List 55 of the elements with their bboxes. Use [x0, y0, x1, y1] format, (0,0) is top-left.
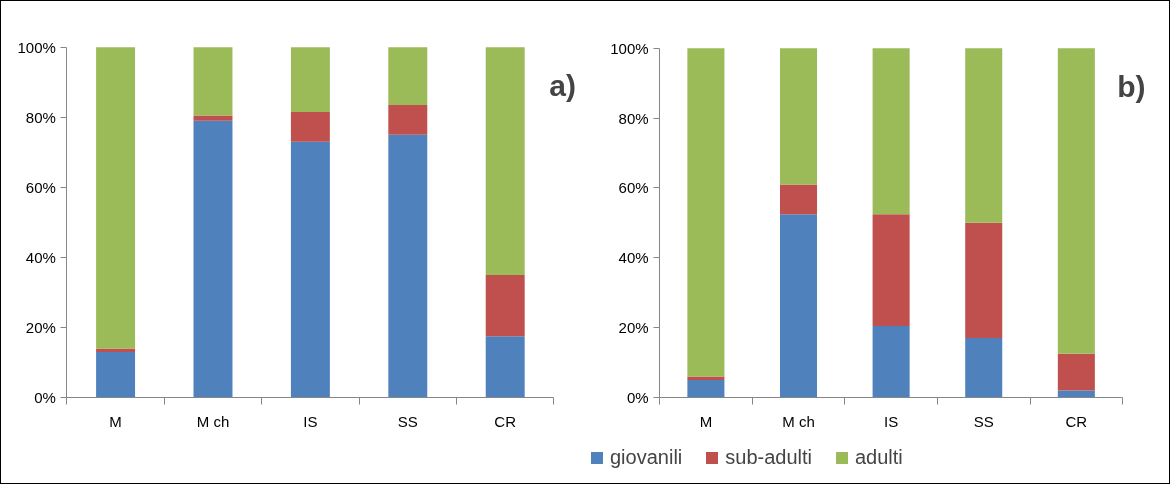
x-tick-label: M [699, 412, 713, 430]
y-tick-label: 100% [17, 38, 56, 56]
x-tick-label: M [109, 412, 122, 430]
bar [193, 115, 233, 121]
legend-label: sub-adulti [725, 446, 812, 469]
bar [388, 134, 428, 398]
bar [779, 214, 818, 398]
bar [687, 48, 725, 377]
x-tick-label: SS [397, 412, 418, 430]
bar [872, 325, 910, 398]
y-tick-label: 0% [34, 389, 56, 406]
bar [388, 104, 428, 135]
annotation: a) [549, 69, 576, 103]
y-tick-label: 80% [618, 109, 649, 127]
x-tick-label: CR [1065, 412, 1088, 430]
bar [96, 351, 136, 398]
bar [687, 380, 725, 398]
x-tick-label: M ch [782, 412, 815, 430]
y-tick-label: 20% [25, 318, 56, 336]
bar [872, 48, 910, 215]
bar [290, 47, 330, 112]
bar [872, 214, 910, 326]
x-tick-label: M ch [196, 412, 230, 430]
x-tick-label: SS [973, 412, 994, 430]
y-tick-label: 40% [25, 248, 56, 266]
bar [485, 274, 525, 337]
y-tick-label: 100% [610, 39, 649, 57]
bar [965, 222, 1003, 339]
bar [485, 336, 525, 398]
bar [193, 120, 233, 398]
bar [193, 47, 233, 116]
y-tick-label: 60% [25, 178, 56, 196]
bar [1057, 48, 1095, 354]
bar [485, 47, 525, 275]
bar [388, 47, 428, 105]
bar [779, 184, 818, 215]
bar [965, 338, 1003, 398]
bar [96, 348, 136, 352]
legend-label: giovanili [610, 446, 683, 469]
y-tick-label: 80% [25, 108, 56, 126]
y-tick-label: 0% [626, 389, 649, 406]
bar [779, 48, 818, 185]
y-tick-label: 60% [618, 179, 649, 197]
y-tick-label: 40% [618, 249, 649, 267]
x-tick-label: IS [884, 412, 899, 430]
bar [965, 48, 1003, 223]
legend-label: adulti [854, 446, 903, 469]
bar [290, 141, 330, 398]
x-tick-label: CR [494, 412, 517, 430]
bar [1057, 353, 1095, 391]
annotation: b) [1117, 70, 1146, 104]
y-tick-label: 20% [618, 319, 649, 337]
bar [96, 47, 136, 349]
bar [290, 111, 330, 142]
x-tick-label: IS [303, 412, 318, 430]
